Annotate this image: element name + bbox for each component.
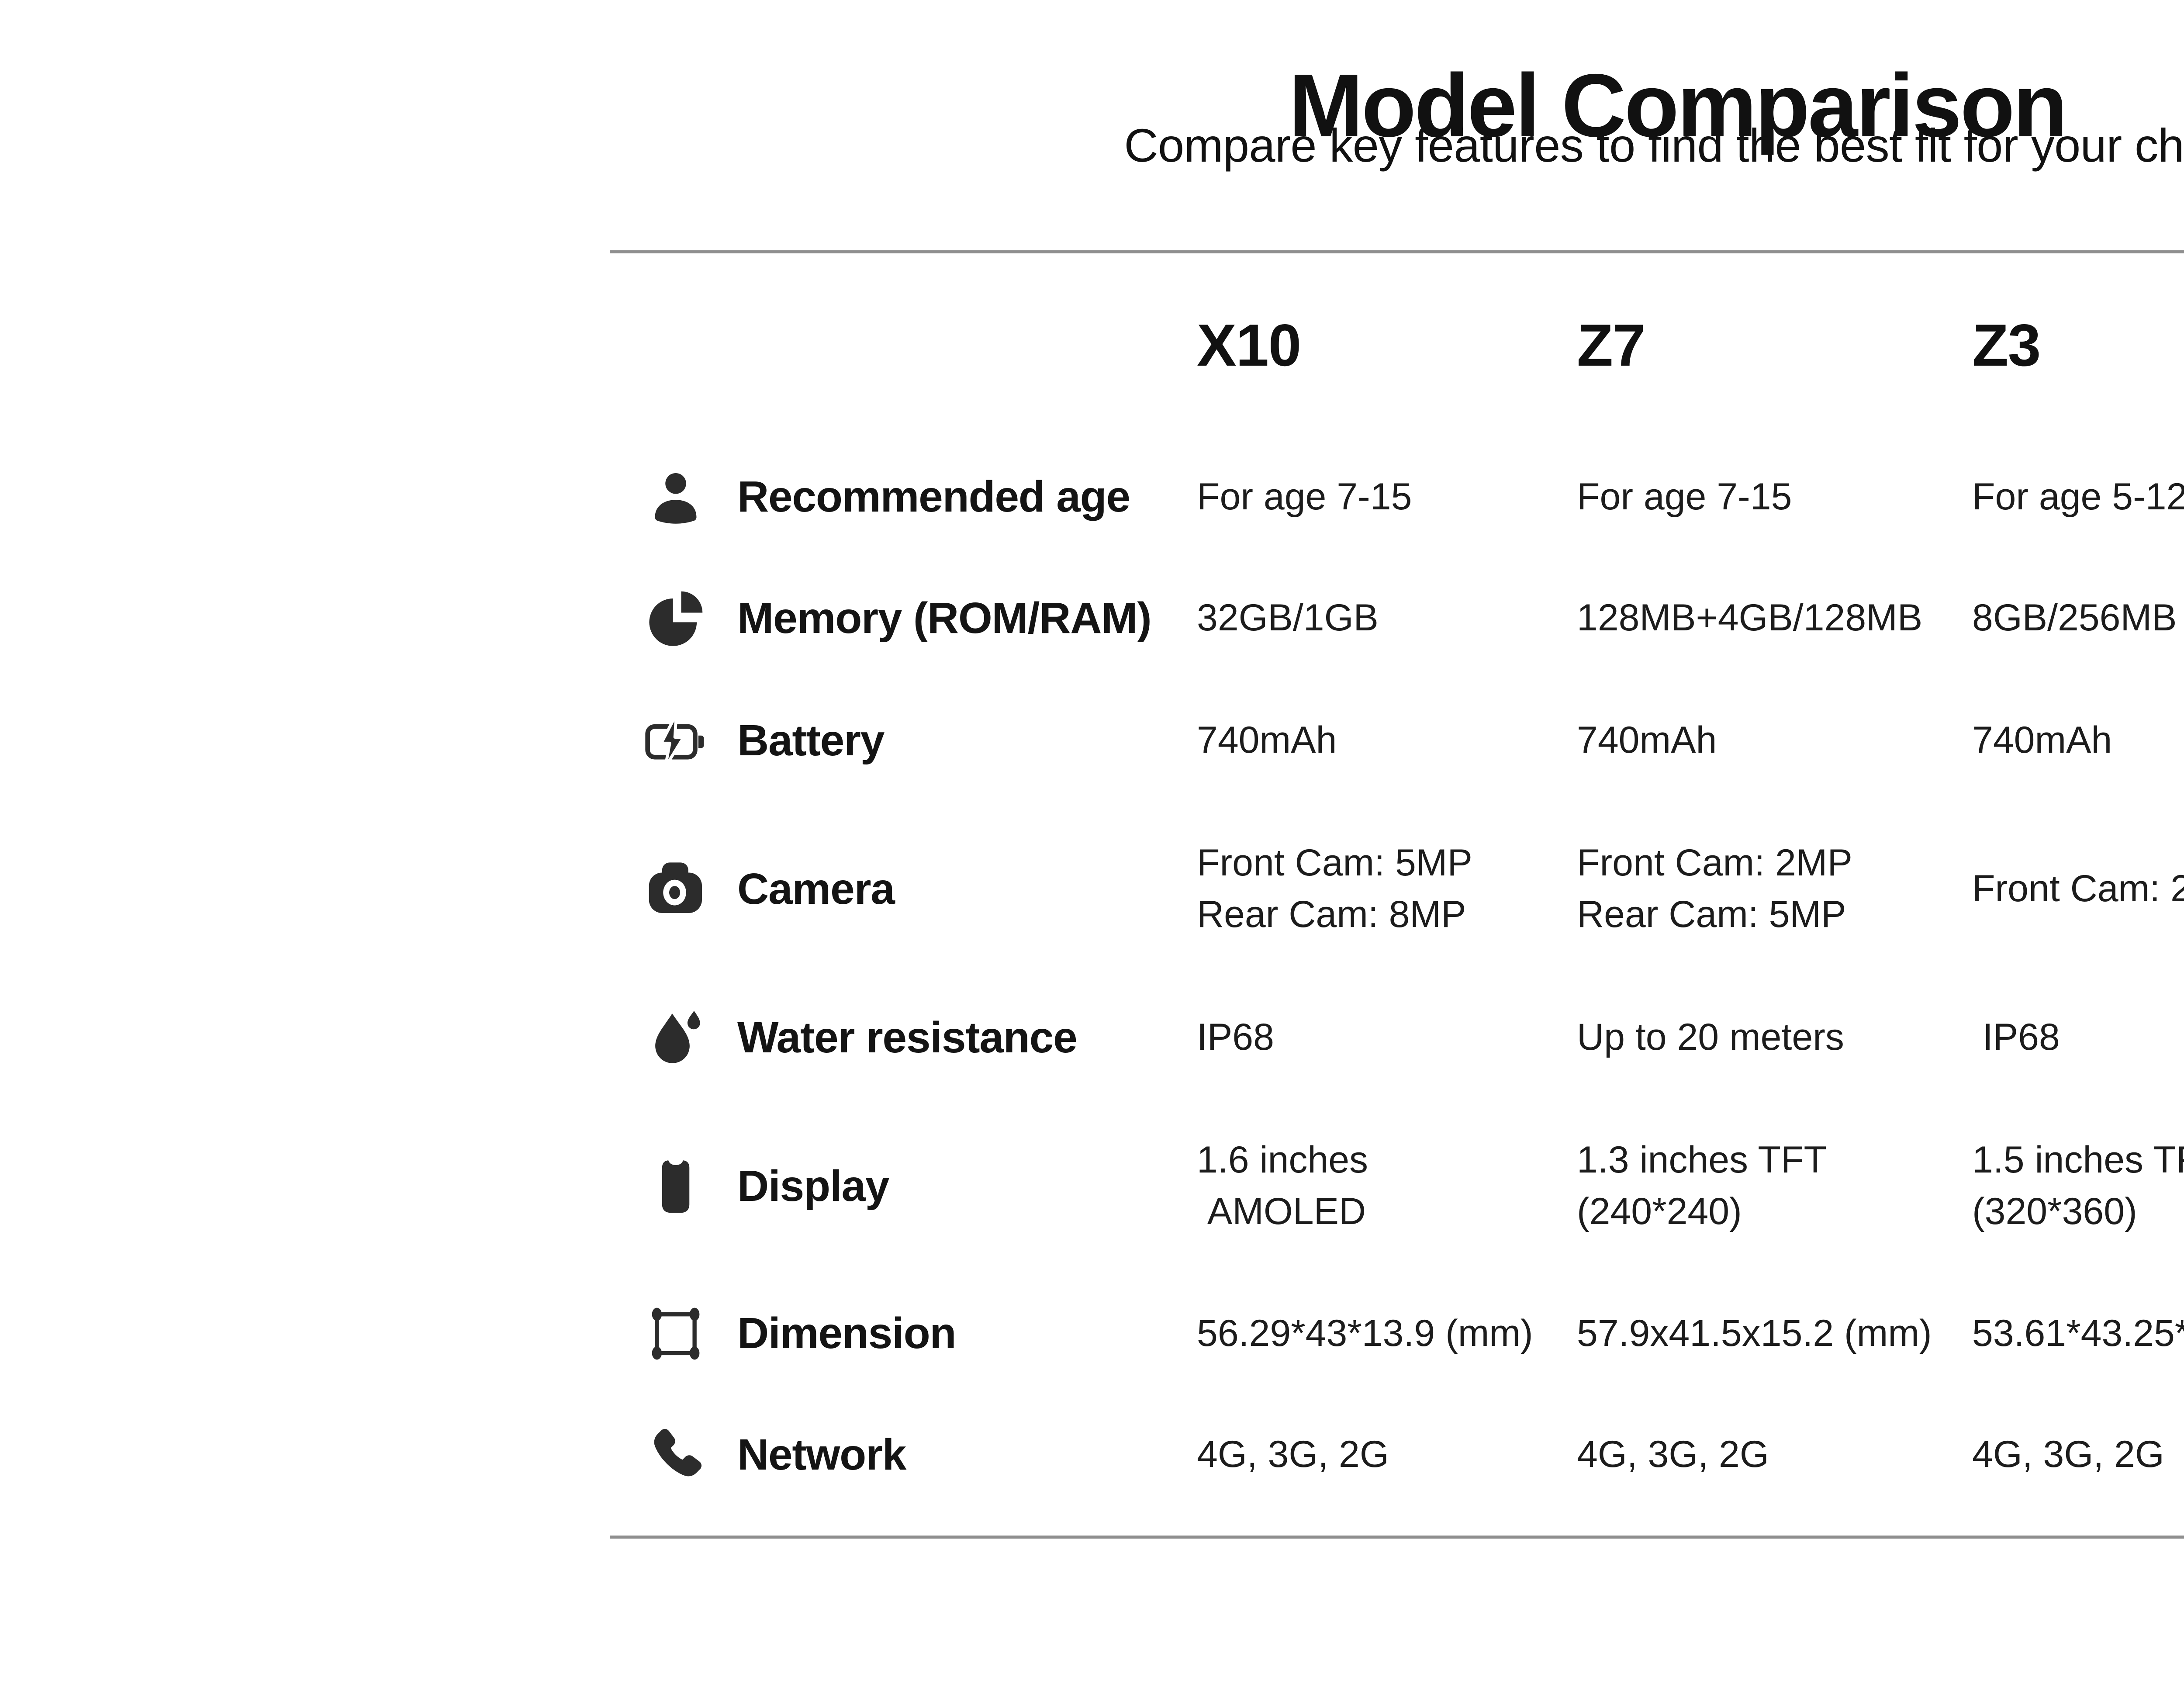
feature-label: Recommended age [737,472,1130,521]
phone-icon [643,1422,708,1487]
page-title: Model Comparison [1289,55,2068,156]
table-cell: IP68 [1197,1016,1274,1058]
table-cell: For age 5-12 [1972,475,2184,518]
table-cell: Front Cam: 5MP Rear Cam: 8MP [1197,842,1472,935]
feature-label: Battery [737,716,885,765]
table-cell: For age 7-15 [1197,475,1412,518]
table-cell: 740mAh [1577,719,1717,761]
table-row: Dimension 56.29*43*13.9 (mm) 57.9x41.5x1… [610,1273,2184,1394]
table-row: Recommended age For age 7-15 For age 7-1… [610,437,2184,557]
table-cell: 57.9x41.5x15.2 (mm) [1577,1312,1932,1354]
battery-icon [643,708,708,773]
feature-label: Network [737,1430,906,1479]
feature-display: Display [610,1153,1197,1219]
table-row: Camera Front Cam: 5MP Rear Cam: 8MP Fron… [610,802,2184,976]
table-cell: For age 7-15 [1577,475,1792,518]
table-cell: 1.5 inches TFT (320*360) [1972,1139,2184,1232]
table-cell: 4G, 3G, 2G [1577,1433,1769,1476]
table-row: Water resistance IP68 Up to 20 meters IP… [610,976,2184,1099]
pie-chart-icon [643,585,708,651]
feature-label: Camera [737,864,895,913]
table-cell: Front Cam: 2MP Rear Cam: 5MP [1577,842,1852,935]
table-cell: 1.6 inches AMOLED [1197,1139,1368,1232]
table-cell: 4G, 3G, 2G [1972,1433,2164,1476]
table-cell: Up to 20 meters [1577,1016,1844,1058]
feature-label: Display [737,1161,890,1211]
table-cell: 8GB/256MB [1972,597,2177,639]
table-cell: 53.61*43.25*14.25(mm) [1972,1312,2184,1354]
table-row: Battery 740mAh 740mAh 740mAh 740mAh [610,679,2184,802]
feature-label: Water resistance [737,1013,1078,1062]
feature-dimension: Dimension [610,1301,1197,1366]
feature-water-resistance: Water resistance [610,1005,1197,1070]
comparison-table: X10 Z7 Z3 Z1 Recommended age For age 7-1… [610,250,2184,1539]
page-subtitle: Compare key features to find the best fi… [1124,119,2184,172]
feature-camera: Camera [610,856,1197,922]
table-cell: 32GB/1GB [1197,597,1379,639]
table-cell: 4G, 3G, 2G [1197,1433,1389,1476]
table-cell: 740mAh [1197,719,1337,761]
table-cell: IP68 [1972,1016,2060,1058]
table-cell: Front Cam: 2MP [1972,868,2184,910]
display-icon [643,1153,708,1219]
table-row: Network 4G, 3G, 2G 4G, 3G, 2G 4G, 3G, 2G… [610,1394,2184,1516]
model-header-z3: Z3 [1972,312,2041,378]
feature-battery: Battery [610,708,1197,773]
table-header-row: X10 Z7 Z3 Z1 [610,253,2184,437]
table-row: Memory (ROM/RAM) 32GB/1GB 128MB+4GB/128M… [610,557,2184,679]
table-row: Display 1.6 inches AMOLED 1.3 inches TFT… [610,1099,2184,1273]
water-drop-icon [643,1005,708,1070]
table-cell: 1.3 inches TFT (240*240) [1577,1139,1827,1232]
person-icon [643,464,708,530]
feature-network: Network [610,1422,1197,1487]
feature-recommended-age: Recommended age [610,464,1197,530]
feature-label: Dimension [737,1309,957,1358]
table-cell: 740mAh [1972,719,2112,761]
feature-memory: Memory (ROM/RAM) [610,585,1197,651]
table-cell: 128MB+4GB/128MB [1577,597,1923,639]
model-header-x10: X10 [1197,312,1301,378]
model-header-z7: Z7 [1577,312,1645,378]
camera-icon [643,856,708,922]
feature-label: Memory (ROM/RAM) [737,593,1152,643]
table-cell: 56.29*43*13.9 (mm) [1197,1312,1533,1354]
dimension-icon [643,1301,708,1366]
